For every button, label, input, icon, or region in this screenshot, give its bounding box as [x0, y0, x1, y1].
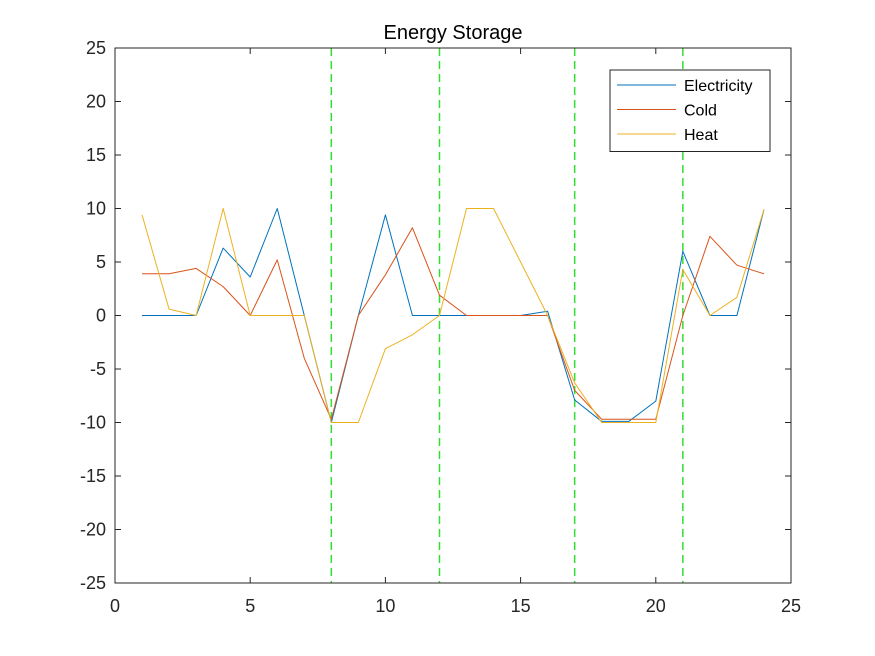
y-tick-label: 15	[86, 145, 106, 165]
series-line-heat	[141, 208, 765, 423]
x-tick-label: 25	[781, 596, 801, 616]
x-tick-label: 15	[511, 596, 531, 616]
legend: Electricity Cold Heat	[609, 69, 771, 152]
series-line-electricity	[142, 208, 765, 423]
x-tick-label: 10	[375, 596, 395, 616]
y-tick-label: 0	[96, 306, 106, 326]
x-tick-label: 20	[646, 596, 666, 616]
legend-label-electricity: Electricity	[684, 78, 752, 95]
x-tick-label: 0	[110, 596, 120, 616]
y-tick-label: -5	[90, 359, 106, 379]
y-tick-label: 20	[86, 92, 106, 112]
y-tick-label: 25	[86, 38, 106, 58]
y-tick-label: -20	[80, 520, 106, 540]
y-tick-label: -10	[80, 413, 106, 433]
legend-label-heat: Heat	[684, 127, 718, 144]
x-tick-label: 5	[245, 596, 255, 616]
legend-box	[609, 69, 771, 152]
legend-label-cold: Cold	[684, 103, 717, 120]
y-tick-label: -15	[80, 466, 106, 486]
y-tick-label: 5	[96, 252, 106, 272]
y-tick-label: -25	[80, 573, 106, 593]
series-line-cold	[142, 227, 765, 420]
y-tick-label: 10	[86, 199, 106, 219]
chart-title: Energy Storage	[384, 22, 523, 44]
